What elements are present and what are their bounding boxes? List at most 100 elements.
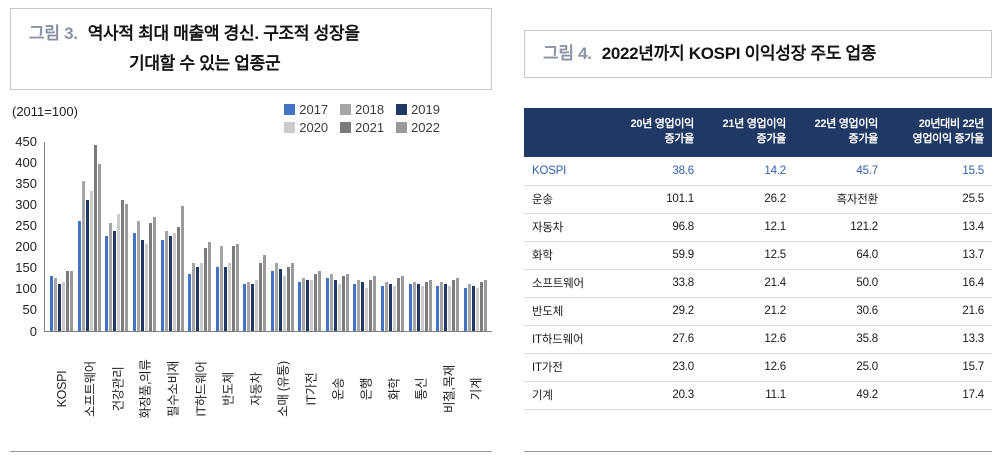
legend-label: 2017 (299, 101, 329, 117)
table-row: IT하드웨어 27.6 12.6 35.8 13.3 (524, 325, 992, 354)
table-head: 20년 영업이익 증가율 21년 영업이익 증가율 22년 영업이익 증가율 20년대비 2… (524, 107, 992, 158)
table-row: 화학 59.9 12.5 64.0 13.7 (524, 241, 992, 270)
bar-group (48, 271, 76, 331)
bar (440, 281, 444, 331)
table-cell: 11.1 (702, 381, 794, 410)
bar (81, 180, 85, 331)
bar (397, 277, 401, 331)
x-axis-label: 화장품,의류 (138, 358, 153, 419)
y-tick-label: 50 (22, 302, 37, 318)
figure3-title-row1: 그림 3. 역사적 최대 매출액 경신. 구조적 성장을 (29, 19, 477, 49)
figure3-bottom-rule (10, 451, 492, 452)
bar (361, 281, 365, 331)
table-row-label: KOSPI (524, 157, 610, 186)
bar (255, 279, 259, 331)
bar (412, 281, 416, 331)
table-cell: 50.0 (794, 269, 886, 298)
bar (436, 286, 440, 331)
table-cell: 12.6 (702, 353, 794, 382)
table-cell: 흑자전환 (794, 185, 886, 214)
bar (341, 275, 345, 331)
bar (274, 262, 278, 331)
table-row-label: 운송 (524, 185, 610, 214)
table-row-label: 소프트웨어 (524, 269, 610, 298)
bar (227, 262, 231, 331)
bar (365, 288, 369, 331)
table-row: 자동차 96.8 12.1 121.2 13.4 (524, 213, 992, 242)
legend-swatch (396, 121, 408, 133)
bar (298, 281, 302, 331)
bar (215, 267, 219, 331)
bar (172, 233, 176, 331)
table-cell: 30.6 (794, 297, 886, 326)
table-row: IT가전 23.0 12.6 25.0 15.7 (524, 353, 992, 382)
y-tick-label: 400 (15, 154, 37, 170)
table-body: KOSPI 38.6 14.2 45.7 15.5 운송 101.1 26.2 흑자전환 25.5… (524, 157, 992, 410)
bar (408, 284, 412, 331)
bar (136, 220, 140, 331)
bar-group (213, 243, 241, 331)
bar (373, 275, 377, 331)
bar (345, 273, 349, 331)
x-axis-label: 운송 (331, 377, 346, 400)
bar-group (76, 144, 104, 331)
bar-group (379, 275, 407, 331)
x-axis-label: 필수소비재 (166, 360, 181, 417)
bar-group (131, 216, 159, 331)
figure3-title-box: 그림 3. 역사적 최대 매출액 경신. 구조적 성장을 기대할 수 있는 업종군 (10, 8, 492, 90)
legend-label: 2022 (411, 119, 440, 135)
legend-item: 2020 (284, 120, 328, 135)
bar (243, 284, 247, 331)
bar (54, 277, 58, 331)
table-cell: 38.6 (610, 157, 702, 186)
x-axis-label: 소매 (유통) (276, 360, 291, 417)
table-header-row: 20년 영업이익 증가율 21년 영업이익 증가율 22년 영업이익 증가율 20년대비 2… (524, 107, 992, 158)
legend-item: 2019 (396, 102, 440, 117)
legend-item: 2021 (340, 120, 384, 135)
x-axis-label: 소프트웨어 (83, 360, 98, 417)
table-cell: 121.2 (794, 213, 886, 242)
figure4-bottom-rule (524, 451, 992, 452)
bar (278, 269, 282, 331)
bar (121, 199, 125, 331)
table-cell: 26.2 (702, 185, 794, 214)
bar (463, 288, 467, 331)
legend-label: 2019 (411, 101, 440, 117)
bar-group (406, 279, 434, 331)
bar (329, 273, 333, 331)
bar (62, 281, 66, 331)
bar (251, 284, 255, 331)
table-row-label: 반도체 (524, 297, 610, 326)
legend-swatch (340, 121, 352, 133)
bar (164, 231, 168, 331)
bar (93, 144, 97, 331)
bar (444, 284, 448, 331)
bar (219, 246, 223, 331)
table-cell: 21.2 (702, 297, 794, 326)
x-axis-label: 화학 (387, 377, 402, 400)
figure4-title: 2022년까지 KOSPI 이익성장 주도 업종 (601, 44, 877, 63)
x-axis-label: 건강관리 (111, 366, 126, 411)
table-header-cell: 21년 영업이익 증가율 (702, 107, 794, 158)
table-cell: 13.3 (886, 325, 992, 354)
plot-area (44, 141, 492, 332)
bar (302, 277, 306, 331)
table-cell: 17.4 (886, 381, 992, 410)
bar (357, 279, 361, 331)
table-row: 운송 101.1 26.2 흑자전환 25.5 (524, 185, 992, 214)
table-cell: 12.5 (702, 241, 794, 270)
y-tick-label: 100 (15, 281, 37, 297)
bar (152, 216, 156, 331)
table-cell: 25.0 (794, 353, 886, 382)
bar (140, 239, 144, 331)
figure4-title-box: 그림 4. 2022년까지 KOSPI 이익성장 주도 업종 (524, 30, 992, 78)
table-row: 반도체 29.2 21.2 30.6 21.6 (524, 297, 992, 326)
bar (475, 288, 479, 331)
legend-item: 2017 (284, 102, 328, 117)
bar-group (351, 275, 379, 331)
x-axis-label: 은행 (359, 377, 374, 400)
figure3-title-line1: 역사적 최대 매출액 경신. 구조적 성장을 (87, 24, 360, 43)
bar (483, 279, 487, 331)
chart-header: (2011=100) 2017 2018 2019 2020 2021 2022 (10, 100, 492, 142)
figure3-title-line2: 기대할 수 있는 업종군 (129, 53, 281, 73)
